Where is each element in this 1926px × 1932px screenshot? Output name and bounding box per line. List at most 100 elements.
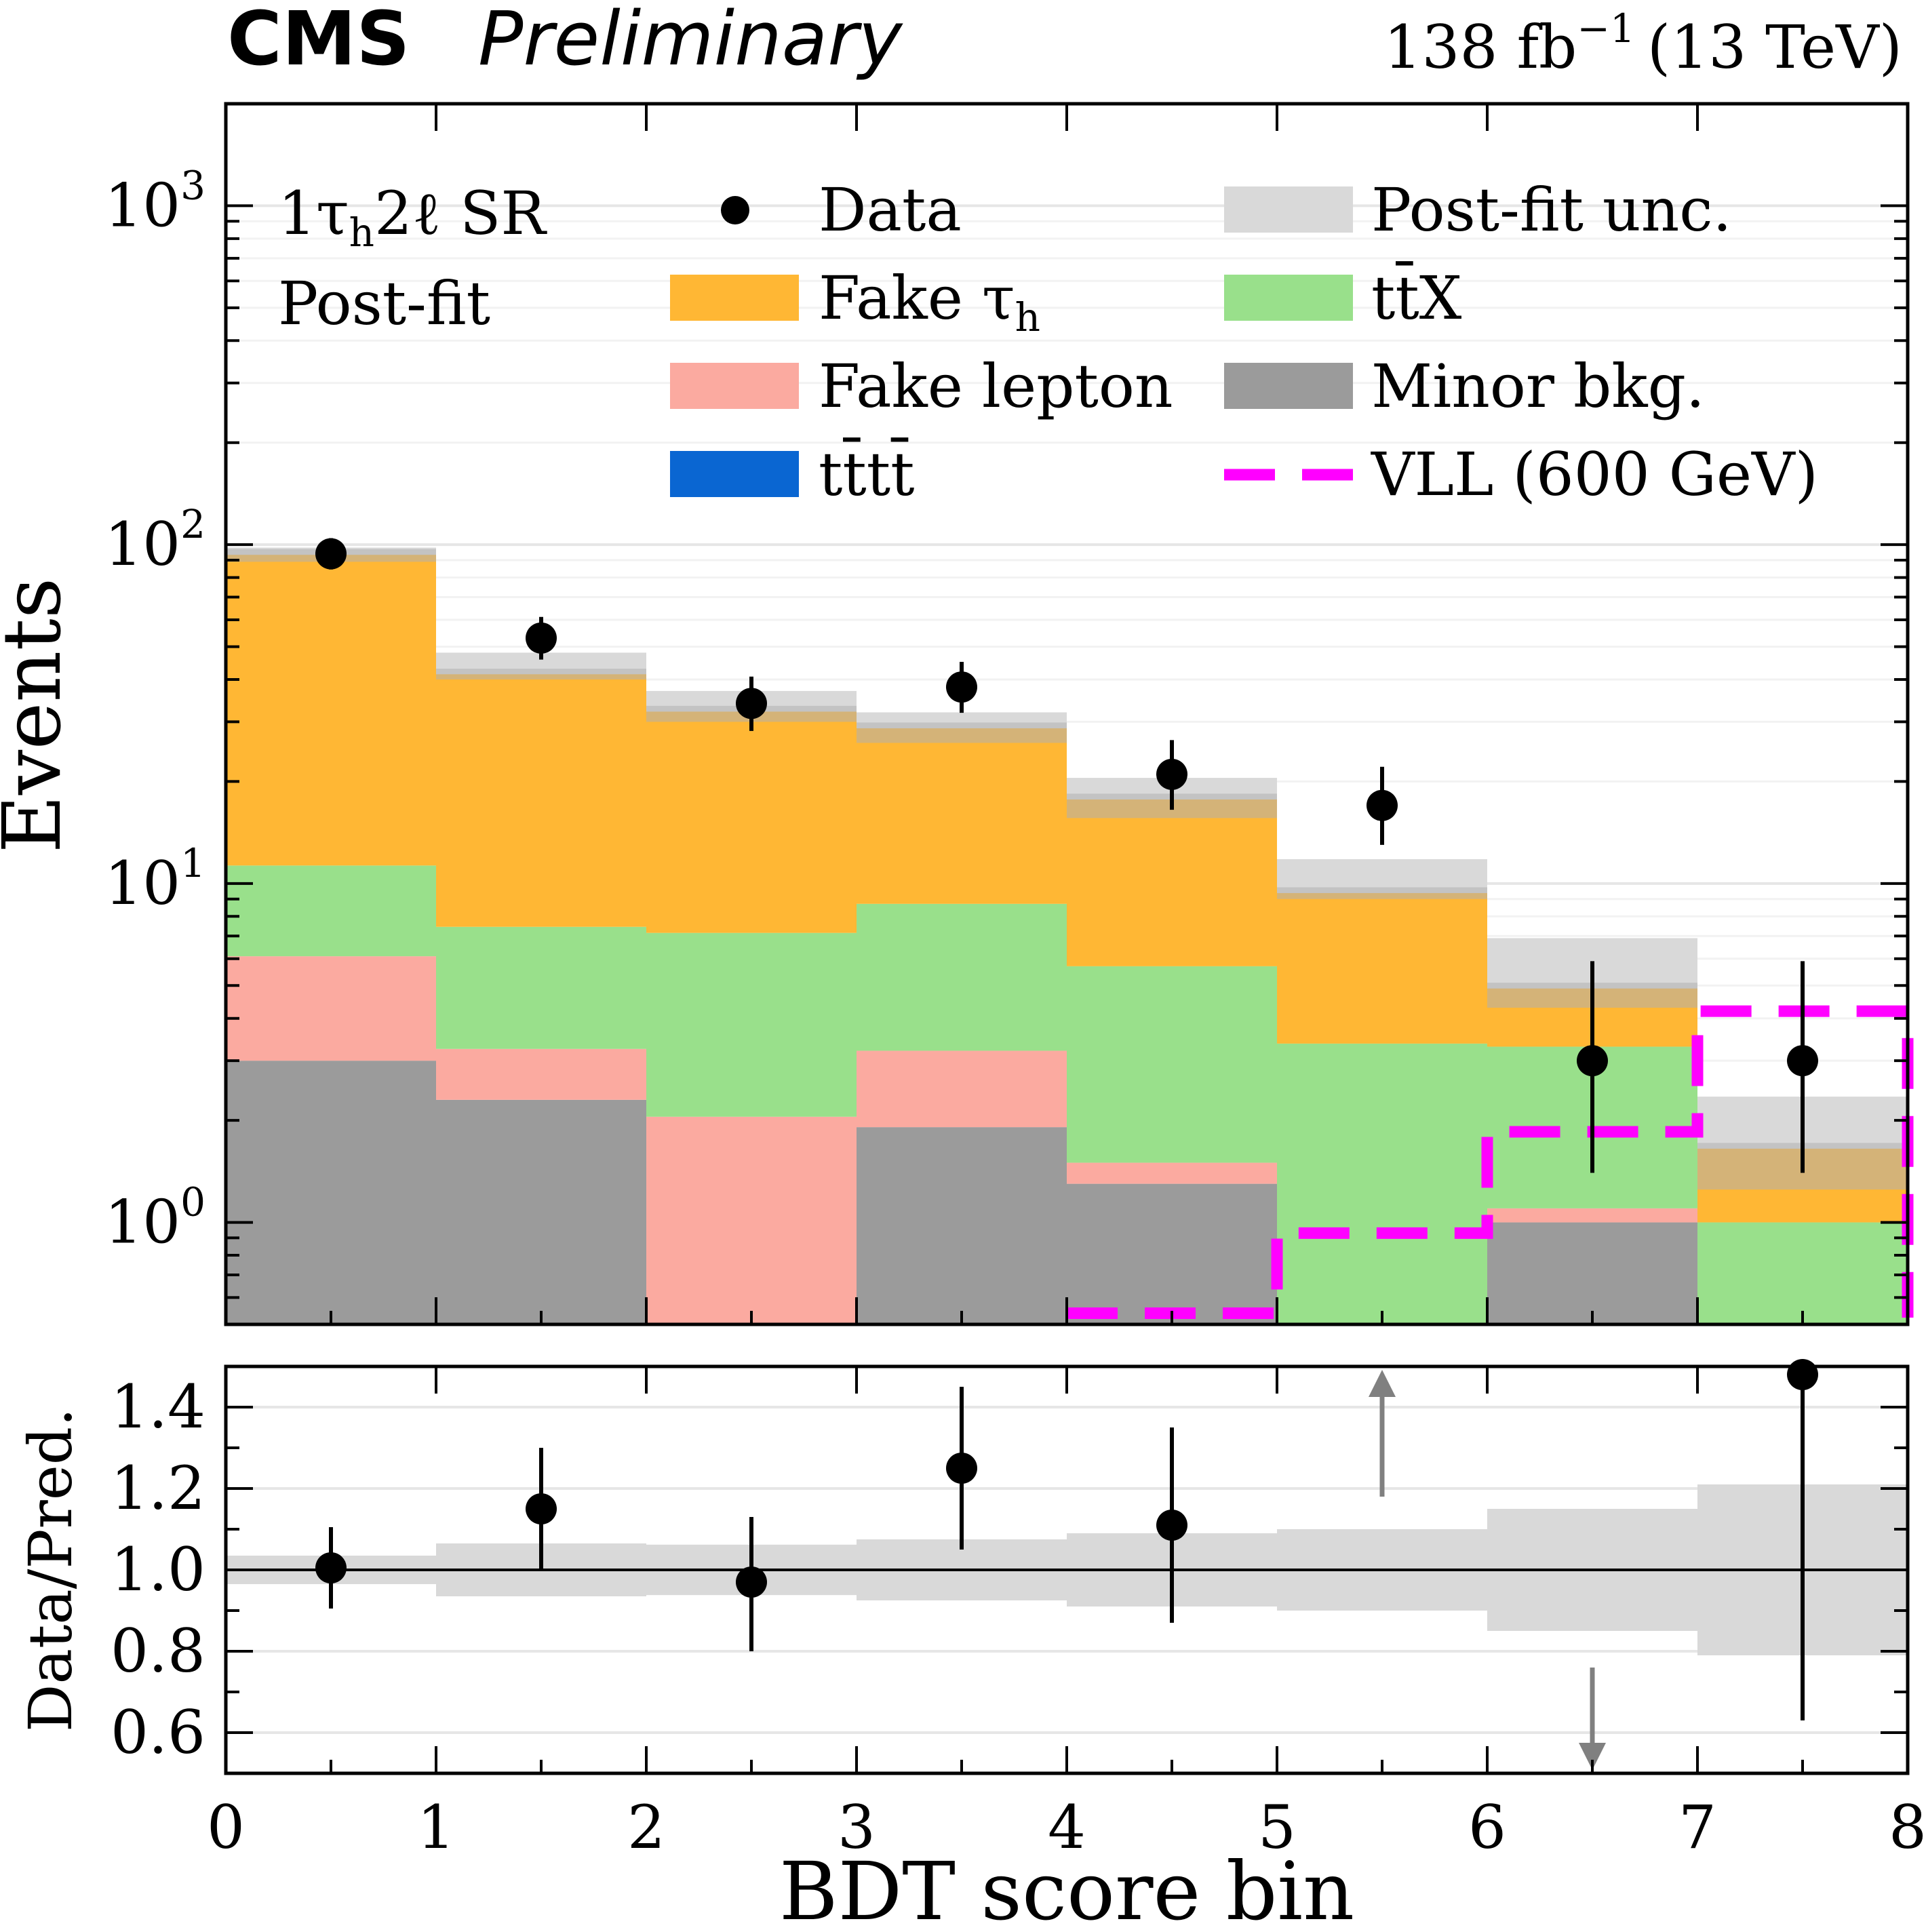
stack-fake_tau-bin	[857, 728, 1067, 904]
header: CMS Preliminary 138 fb−1 (13 TeV)	[227, 0, 1902, 82]
y-tick-exp: 2	[180, 501, 205, 547]
y-tick-base: 10	[104, 848, 180, 918]
ratio-out-of-range-arrows	[1369, 1370, 1606, 1770]
stack-minor-bin	[1067, 1183, 1277, 1324]
y-tick-base: 10	[104, 1187, 180, 1257]
legend-unc-swatch	[1224, 186, 1353, 233]
stack-ttx-bin	[857, 903, 1067, 1051]
ratio-point	[946, 1453, 977, 1484]
stack-ttx-bin	[436, 926, 646, 1049]
stack-fake_lepton-bin	[226, 956, 436, 1061]
data-points	[315, 538, 1818, 1173]
y-tick-exp: 0	[180, 1179, 205, 1225]
data-point	[1577, 1045, 1608, 1077]
legend-minor-label: Minor bkg.	[1371, 351, 1705, 421]
stack-minor-bin	[857, 1127, 1067, 1324]
ratio-y-ticks: 0.6 0.8 1.0 1.2 1.4	[111, 1365, 1908, 1775]
x-tick-label: 0	[207, 1792, 245, 1862]
ratio-y-tick-label: 1.2	[111, 1453, 205, 1523]
data-point	[526, 622, 557, 654]
ratio-point	[1787, 1359, 1818, 1390]
y-tick-base: 10	[104, 509, 180, 579]
legend-fake-tau-swatch	[670, 275, 799, 321]
region-rest: 2ℓ SR	[374, 178, 547, 248]
x-tick-label: 6	[1468, 1792, 1506, 1862]
data-point	[1787, 1045, 1818, 1077]
region-line1: 1τh2ℓ SR	[278, 178, 547, 256]
legend-vll-label: VLL (600 GeV)	[1371, 439, 1818, 509]
legend-fake-lepton-label: Fake lepton	[819, 351, 1173, 421]
experiment-label: CMS	[227, 0, 410, 82]
legend-tttt-swatch	[670, 451, 799, 497]
stack-ttx-bin	[646, 932, 857, 1117]
stack-fake_tau-bin	[1277, 892, 1487, 1044]
main-y-axis-label: Events	[0, 578, 79, 854]
region-label: 1τh2ℓ SR Post-fit	[278, 178, 547, 338]
x-tick-label: 8	[1889, 1792, 1926, 1862]
y-tick-label: 101	[104, 840, 205, 918]
y-tick-label: 100	[104, 1179, 205, 1257]
ratio-point	[315, 1552, 347, 1583]
ratio-x-ticks: 0 1 2 3 4 5 6 7 8	[207, 1311, 1926, 1862]
unc-overlay-bin	[857, 722, 1067, 743]
stack-fake_tau-bin	[226, 555, 436, 866]
stack-fake_lepton-bin	[1067, 1162, 1277, 1184]
stack-fake_tau-bin	[646, 711, 857, 933]
vll-signal-line	[1067, 1005, 1914, 1319]
vll-step-line	[1067, 1005, 1914, 1319]
x-tick-label: 1	[417, 1792, 455, 1862]
ratio-point	[1156, 1510, 1187, 1541]
legend-fake-lepton-swatch	[670, 363, 799, 409]
x-tick-label: 2	[627, 1792, 665, 1862]
ratio-point	[526, 1493, 557, 1524]
y-tick-label: 102	[104, 501, 205, 579]
stack-ttx-bin	[1067, 966, 1277, 1163]
stack-fake_lepton-bin	[857, 1050, 1067, 1128]
x-tick-label: 4	[1048, 1792, 1086, 1862]
stack-minor-bin	[226, 1061, 436, 1324]
ratio-y-tick-label: 0.6	[111, 1697, 205, 1767]
x-tick-label: 7	[1678, 1792, 1716, 1862]
legend-ttx-swatch	[1224, 275, 1353, 321]
stacked-histogram	[226, 549, 1908, 1324]
unc-overlay-bin	[1277, 887, 1487, 899]
data-point	[736, 688, 767, 719]
stack-fake_lepton-bin	[646, 1116, 857, 1324]
status-label: Preliminary	[478, 0, 903, 82]
legend-ttx-label: tt̄X	[1371, 261, 1462, 333]
legend-data-marker	[721, 196, 749, 224]
lumi-label: 138 fb−1 (13 TeV)	[1384, 5, 1902, 82]
region-tau: 1τ	[278, 178, 349, 248]
stack-ttx-bin	[1277, 1043, 1487, 1324]
stack-fake_lepton-bin	[436, 1048, 646, 1100]
arrow-down-head	[1579, 1743, 1606, 1770]
legend-fake-tau-text: Fake τ	[819, 263, 1015, 333]
ratio-y-tick-label: 0.8	[111, 1616, 205, 1686]
x-tick-label: 5	[1258, 1792, 1296, 1862]
x-tick-label: 3	[838, 1792, 876, 1862]
region-tau-sub: h	[349, 210, 374, 256]
arrow-up-head	[1369, 1370, 1396, 1397]
unc-overlay-bin	[436, 669, 646, 679]
region-line2: Post-fit	[278, 269, 490, 338]
ratio-point	[736, 1566, 767, 1598]
energy-value: (13 TeV)	[1647, 12, 1902, 82]
data-point	[1156, 758, 1187, 790]
stack-fake_tau-bin	[1067, 799, 1277, 966]
legend-minor-swatch	[1224, 363, 1353, 409]
data-point	[1367, 789, 1398, 821]
lumi-exponent: −1	[1577, 5, 1635, 52]
ratio-y-axis-label: Data/Pred.	[16, 1408, 85, 1732]
stack-minor-bin	[436, 1099, 646, 1324]
data-point	[946, 671, 977, 703]
y-tick-label: 103	[104, 162, 205, 240]
main-x-ticks	[224, 104, 1909, 1324]
y-tick-base: 10	[104, 170, 180, 240]
ratio-y-tick-label: 1.4	[111, 1372, 205, 1442]
ratio-plot: 0.6 0.8 1.0 1.2 1.4 0 1 2 3 4 5 6 7 8	[111, 1311, 1926, 1862]
legend-unc-label: Post-fit unc.	[1371, 175, 1732, 245]
lumi-value: 138 fb	[1384, 12, 1577, 82]
